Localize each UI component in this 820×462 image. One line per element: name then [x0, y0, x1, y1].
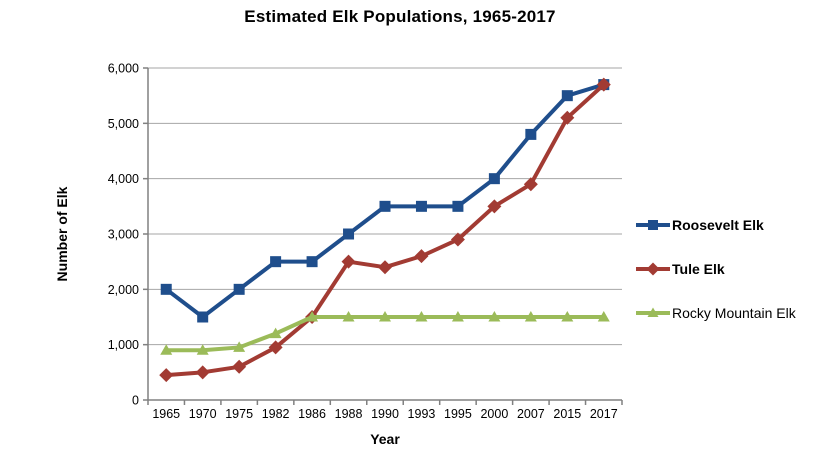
data-point-tule-elk: [268, 340, 283, 355]
data-point-roosevelt-elk: [379, 200, 391, 212]
legend-marker-tule-elk-icon: [636, 262, 670, 276]
data-point-tule-elk: [450, 232, 465, 247]
legend-label-roosevelt-elk: Roosevelt Elk: [672, 217, 764, 233]
data-point-tule-elk: [378, 260, 392, 275]
data-point-rocky-mountain-elk: [597, 311, 610, 322]
x-tick-label: 1982: [262, 407, 290, 421]
data-point-tule-elk: [232, 359, 247, 374]
data-point-rocky-mountain-elk: [342, 311, 355, 322]
data-point-roosevelt-elk: [488, 173, 500, 185]
x-tick-label: 2017: [590, 407, 618, 421]
data-point-tule-elk: [523, 177, 538, 192]
x-tick-label: 1965: [152, 407, 180, 421]
data-point-rocky-mountain-elk: [524, 311, 537, 322]
legend: Roosevelt Elk Tule Elk Rocky Mountain El…: [636, 216, 816, 348]
x-tick-label: 2015: [553, 407, 581, 421]
y-tick-label: 1,000: [108, 338, 139, 352]
y-tick-label: 2,000: [108, 283, 139, 297]
data-point-rocky-mountain-elk: [196, 344, 209, 355]
x-tick-label: 1995: [444, 407, 472, 421]
legend-item-roosevelt-elk: Roosevelt Elk: [636, 216, 816, 234]
data-point-roosevelt-elk: [525, 128, 537, 140]
chart-title: Estimated Elk Populations, 1965-2017: [244, 7, 556, 26]
data-point-roosevelt-elk: [452, 200, 464, 212]
legend-label-tule-elk: Tule Elk: [672, 261, 725, 277]
legend-item-rocky-mountain-elk: Rocky Mountain Elk: [636, 304, 816, 322]
y-tick-label: 5,000: [108, 117, 139, 131]
data-point-roosevelt-elk: [233, 283, 245, 295]
data-point-tule-elk: [341, 254, 356, 269]
x-tick-label: 2000: [480, 407, 508, 421]
data-point-rocky-mountain-elk: [233, 341, 246, 352]
x-tick-label: 1990: [371, 407, 399, 421]
legend-label-rocky-mountain-elk: Rocky Mountain Elk: [672, 305, 796, 321]
data-point-rocky-mountain-elk: [561, 311, 574, 322]
data-point-roosevelt-elk: [561, 90, 573, 102]
data-point-roosevelt-elk: [160, 283, 172, 295]
x-tick-label: 1975: [225, 407, 253, 421]
data-point-tule-elk: [159, 368, 174, 383]
data-point-rocky-mountain-elk: [488, 311, 501, 322]
x-tick-label: 2007: [517, 407, 545, 421]
data-point-roosevelt-elk: [343, 228, 355, 240]
data-point-tule-elk: [596, 77, 611, 92]
data-point-roosevelt-elk: [270, 256, 282, 268]
y-tick-label: 6,000: [108, 62, 139, 76]
series-line-rocky-mountain-elk: [164, 315, 606, 353]
series-line-roosevelt-elk: [164, 82, 606, 319]
legend-item-tule-elk: Tule Elk: [636, 260, 816, 278]
data-point-tule-elk: [560, 110, 575, 125]
x-tick-label: 1986: [298, 407, 326, 421]
x-axis-title: Year: [370, 431, 400, 447]
legend-marker-roosevelt-elk-icon: [636, 220, 670, 230]
data-point-rocky-mountain-elk: [306, 311, 319, 322]
data-point-roosevelt-elk: [306, 256, 318, 268]
data-point-rocky-mountain-elk: [160, 344, 173, 355]
data-point-rocky-mountain-elk: [379, 311, 391, 322]
data-point-roosevelt-elk: [415, 200, 427, 212]
legend-marker-rocky-mountain-elk-icon: [636, 307, 670, 317]
data-point-tule-elk: [414, 249, 429, 264]
y-tick-label: 0: [132, 394, 139, 408]
data-point-rocky-mountain-elk: [415, 311, 428, 322]
data-point-rocky-mountain-elk: [451, 311, 464, 322]
x-tick-label: 1988: [335, 407, 363, 421]
y-tick-label: 3,000: [108, 228, 139, 242]
data-point-rocky-mountain-elk: [269, 327, 282, 339]
data-point-tule-elk: [195, 365, 210, 380]
data-point-tule-elk: [487, 199, 502, 214]
x-tick-label: 1970: [189, 407, 217, 421]
y-tick-label: 4,000: [108, 172, 139, 186]
data-point-roosevelt-elk: [197, 311, 209, 323]
x-tick-label: 1993: [408, 407, 436, 421]
